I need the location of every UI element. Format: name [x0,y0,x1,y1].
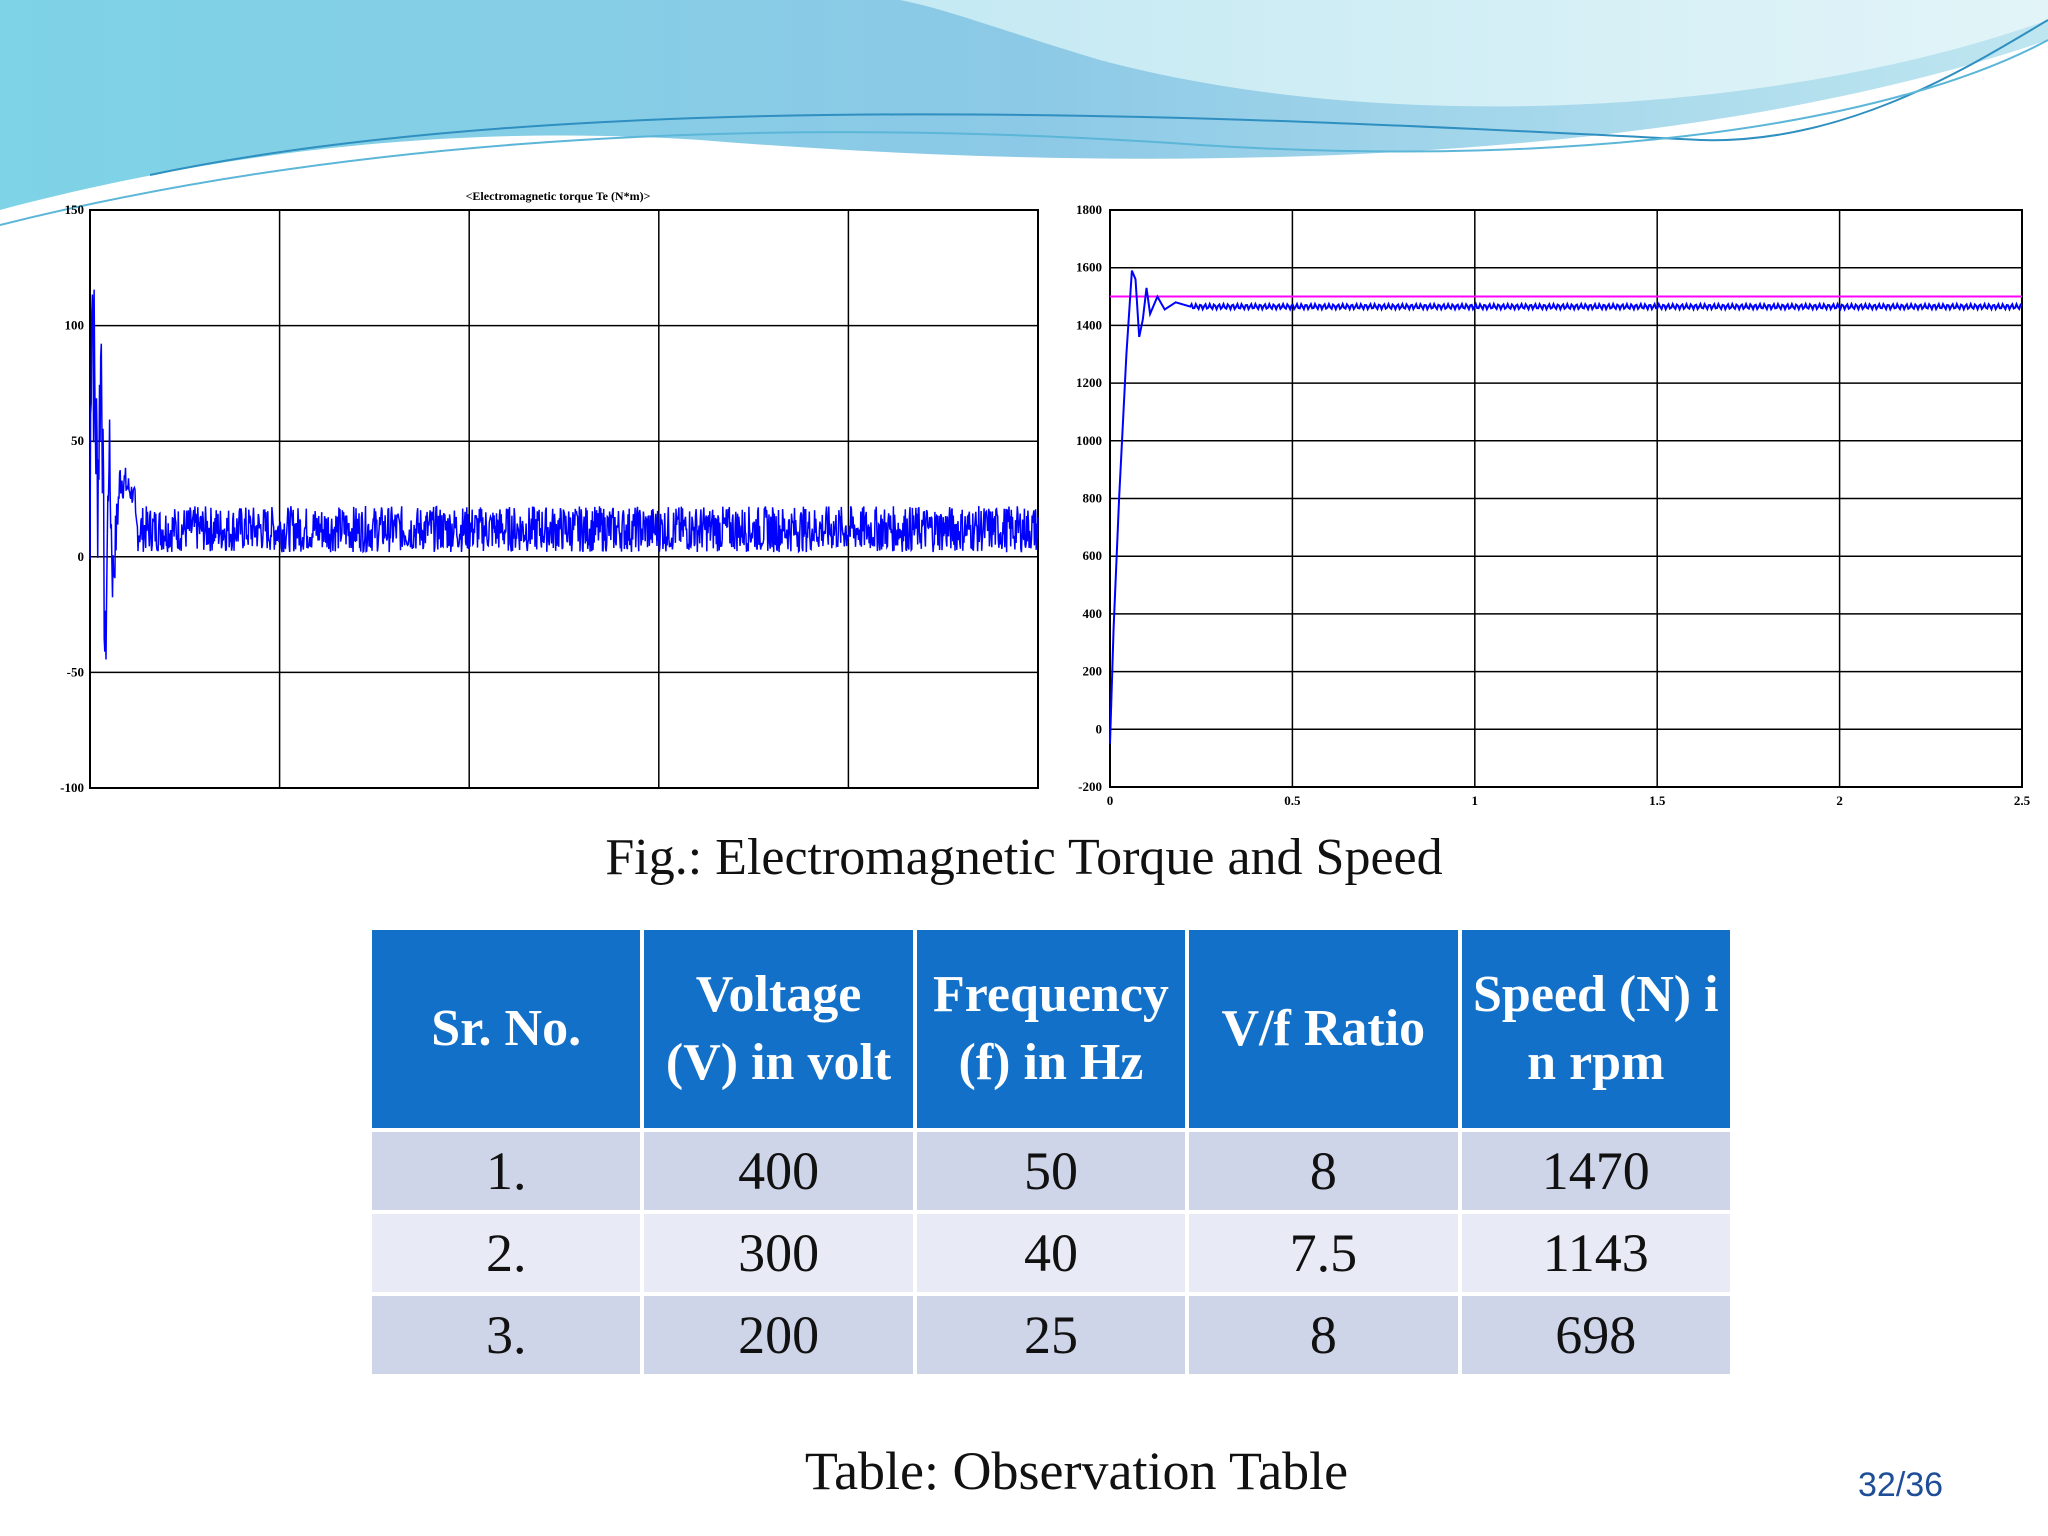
table-row: 3. 200 25 8 698 [372,1296,1730,1374]
table-cell: 40 [916,1214,1186,1292]
table-cell: 300 [644,1214,913,1292]
table-cell: 200 [644,1296,913,1374]
y-tick-label: 0 [1096,721,1103,736]
torque-chart: <Electromagnetic torque Te (N*m)> 150 100… [60,189,1039,795]
y-tick-label: 800 [1083,491,1103,506]
table-row: 1. 400 50 8 1470 [372,1132,1730,1210]
torque-chart-title: <Electromagnetic torque Te (N*m)> [466,189,651,203]
observation-table: Sr. No. Voltage (V) in volt Frequency (f… [368,926,1734,1378]
y-tick-label: 100 [65,318,85,333]
torque-series-line [89,289,1039,660]
table-caption: Table: Observation Table [804,1441,1349,1501]
y-tick-label: 1400 [1076,317,1102,332]
y-tick-label: -200 [1078,779,1102,794]
table-header-row: Sr. No. Voltage (V) in volt Frequency (f… [372,930,1730,1128]
y-tick-label: 150 [65,202,85,217]
table-cell: 698 [1461,1296,1730,1374]
table-cell: 2. [372,1214,641,1292]
y-tick-label: 1000 [1076,433,1102,448]
header-speed: Speed (N) in rpm [1461,930,1730,1128]
page-number: 32/36 [1858,1466,1944,1504]
x-tick-label: 2.5 [2014,793,2031,808]
speed-series-line [1109,270,2023,744]
x-tick-label: 0.5 [1284,793,1301,808]
y-tick-label: 400 [1083,606,1103,621]
y-tick-label: 1800 [1076,202,1102,217]
x-tick-label: 2 [1836,793,1843,808]
header-sr-no: Sr. No. [372,930,641,1128]
table-cell: 8 [1189,1296,1458,1374]
header-frequency: Frequency (f) in Hz [916,930,1186,1128]
x-tick-label: 1 [1472,793,1479,808]
y-tick-label: 50 [71,433,84,448]
x-tick-label: 0 [1107,793,1114,808]
figure-caption: Fig.: Electromagnetic Torque and Speed [605,829,1443,886]
table-cell: 1143 [1461,1214,1730,1292]
y-tick-label: 600 [1083,548,1103,563]
table-row: 2. 300 40 7.5 1143 [372,1214,1730,1292]
header-voltage: Voltage (V) in volt [644,930,913,1128]
table-cell: 3. [372,1296,641,1374]
table-cell: 400 [644,1132,913,1210]
y-tick-label: -100 [60,780,84,795]
torque-plot-frame [89,209,1039,789]
table-cell: 1. [372,1132,641,1210]
speed-chart: 1800 1600 1400 1200 1000 800 600 400 200 0 -200 0 0… [1076,202,2031,808]
y-tick-label: 1200 [1076,375,1102,390]
table-cell: 50 [916,1132,1186,1210]
y-tick-label: 1600 [1076,260,1102,275]
y-tick-label: 0 [78,549,85,564]
y-tick-label: -50 [67,664,84,679]
x-tick-label: 1.5 [1649,793,1666,808]
y-tick-label: 200 [1083,664,1103,679]
table-cell: 25 [916,1296,1186,1374]
table-cell: 1470 [1461,1132,1730,1210]
table-cell: 7.5 [1189,1214,1458,1292]
header-vf-ratio: V/f Ratio [1189,930,1458,1128]
header-wave-decoration [0,0,2048,226]
table-cell: 8 [1189,1132,1458,1210]
